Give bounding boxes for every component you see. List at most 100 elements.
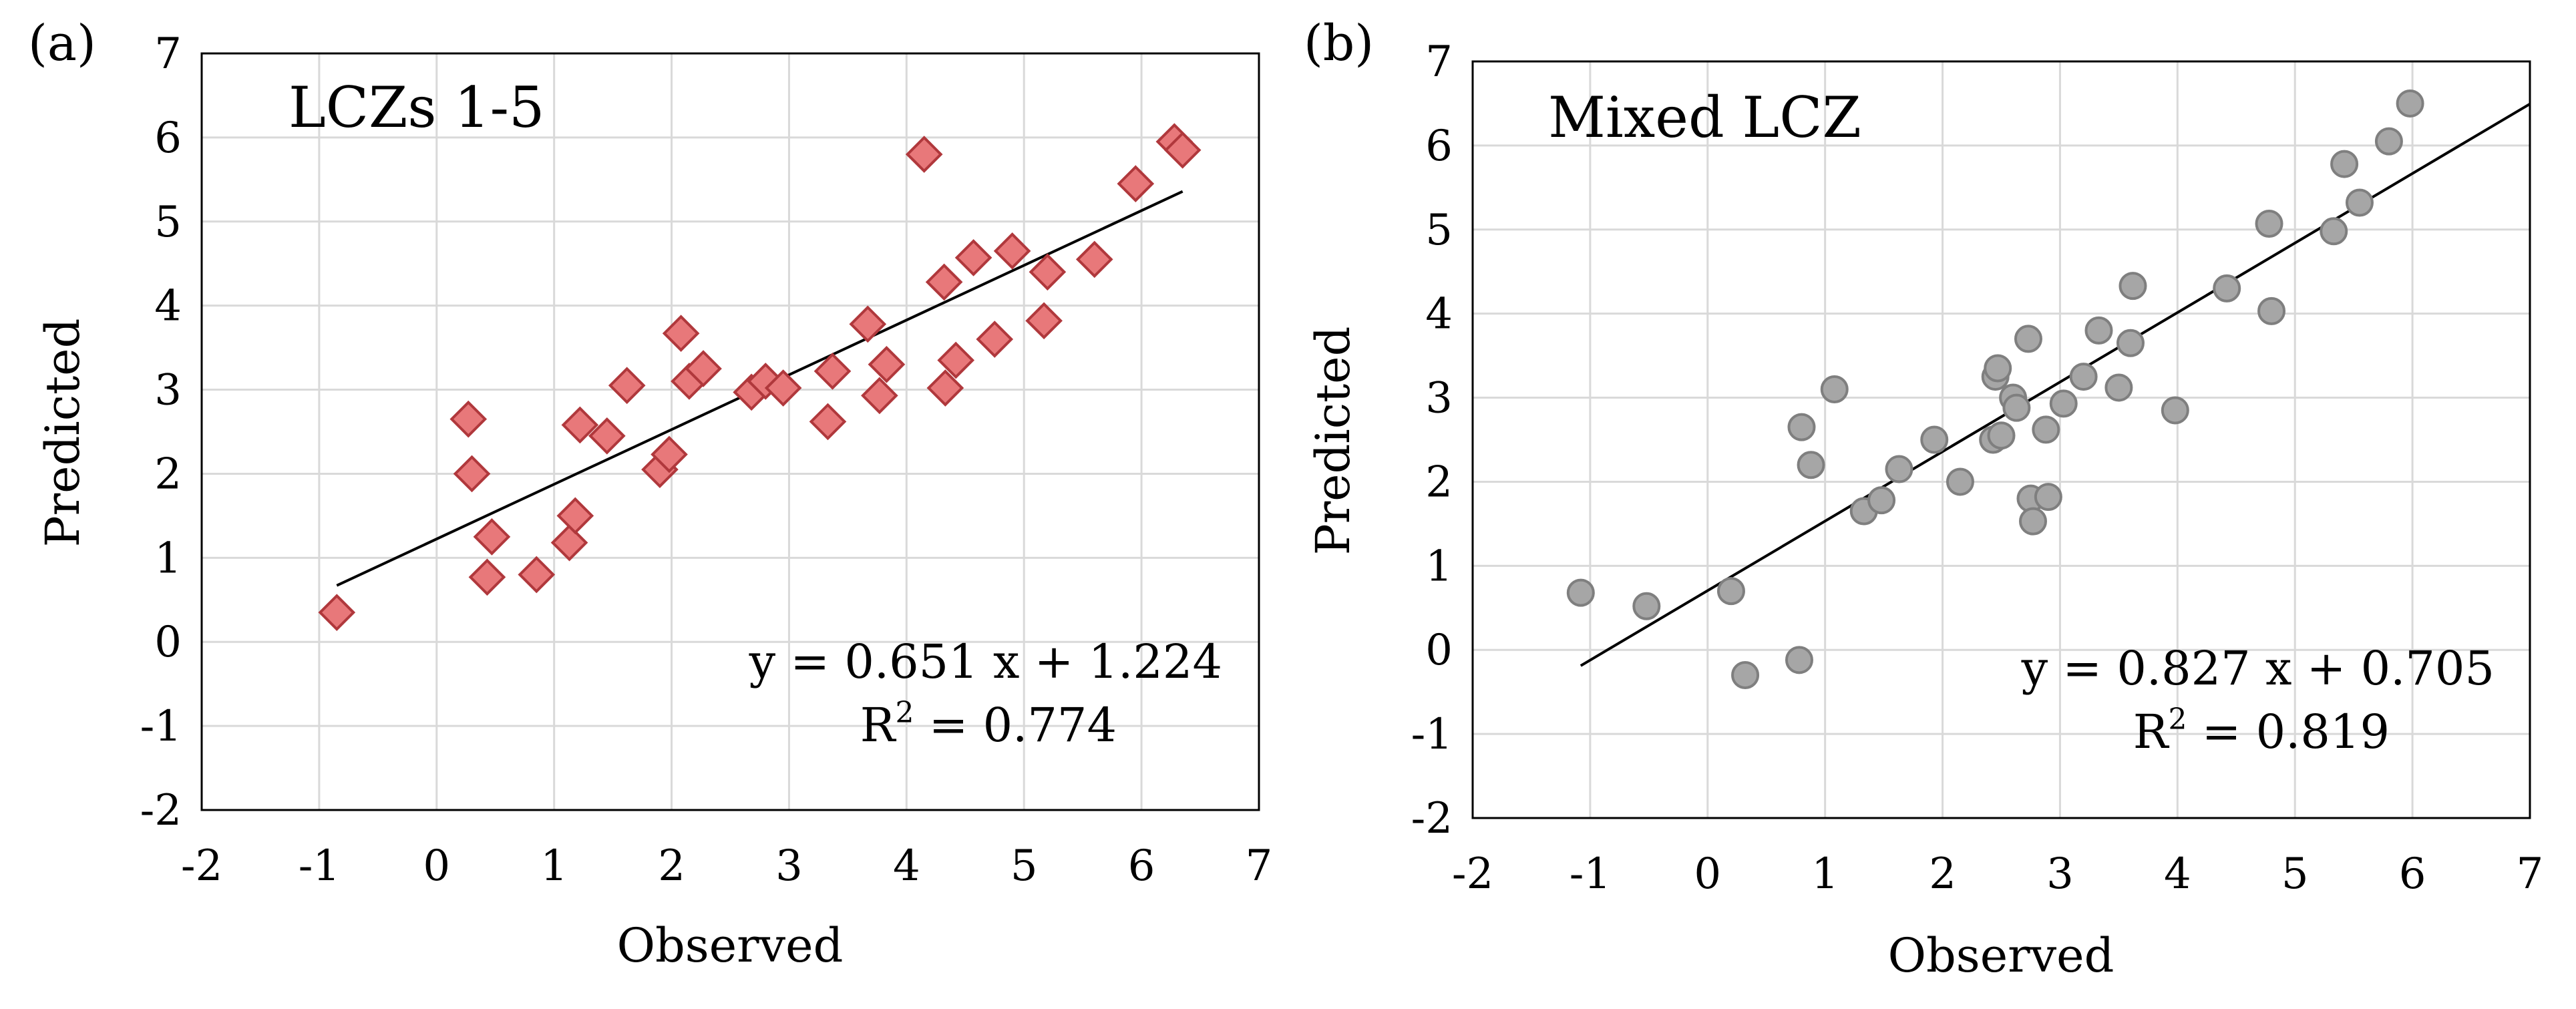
panel-a-y-ticks: -2 -1 0 1 2 3 4 5 6 7	[140, 29, 182, 835]
panel-b-point-27	[2104, 373, 2133, 402]
panel-a-point-15	[685, 350, 722, 387]
panel-b-point-15	[1984, 354, 2012, 383]
panel-a-point-0	[318, 594, 356, 631]
panel-a-x-tick-0: -2	[181, 841, 222, 891]
panel-b-y-tick-9: 7	[1425, 37, 1453, 87]
panel-b-y-tick-7: 5	[1425, 206, 1453, 255]
panel-a-r2-value: = 0.774	[914, 698, 1117, 753]
panel-b-r2-value: = 0.819	[2187, 704, 2390, 759]
panel-b-point-35	[2330, 150, 2359, 178]
panel-b-point-6	[1797, 451, 1825, 479]
panel-b-x-tick-8: 6	[2399, 849, 2426, 899]
panel-a-point-18	[764, 369, 802, 407]
panel-b-x-tick-5: 3	[2046, 849, 2074, 899]
panel-a-point-26	[926, 369, 964, 407]
panel-b-point-18	[2002, 393, 2031, 422]
panel-a-x-tick-2: 0	[423, 841, 450, 891]
panel-a-point-7	[556, 497, 594, 535]
panel-b-point-0	[1566, 578, 1595, 607]
panel-b-y-tick-8: 6	[1425, 122, 1453, 171]
panel-a-title: LCZs 1-5	[289, 75, 545, 140]
panel-a-point-5	[518, 556, 556, 594]
panel-b-point-2	[1716, 577, 1745, 606]
panel-a-y-tick-2: 0	[154, 618, 182, 667]
panel-b-point-10	[1885, 455, 1913, 483]
panel-a-letter: (a)	[28, 15, 96, 72]
panel-b-y-ticks: -2 -1 0 1 2 3 4 5 6 7	[1411, 37, 1453, 843]
panel-a-point-12	[651, 435, 688, 473]
panel-b-point-28	[2116, 329, 2145, 357]
panel-a-point-29	[976, 321, 1014, 358]
panel-a-point-13	[662, 315, 700, 353]
panel-b-point-34	[2320, 217, 2348, 246]
panel-a-point-9	[588, 417, 626, 455]
panel-b-title: Mixed LCZ	[1548, 85, 1861, 150]
panel-b-x-axis-title: Observed	[1888, 928, 2114, 983]
panel-b-point-31	[2213, 274, 2241, 302]
panel-a-x-ticks: -2 -1 0 1 2 3 4 5 6 7	[181, 841, 1273, 891]
panel-a-y-tick-4: 2	[154, 449, 182, 499]
panel-a-x-tick-8: 6	[1128, 841, 1155, 891]
panel-b-point-26	[2084, 316, 2113, 345]
panel-a-point-22	[861, 377, 898, 415]
panel-b-point-23	[2034, 483, 2062, 512]
panel-b-y-tick-5: 3	[1425, 374, 1453, 423]
panel-a-x-tick-6: 4	[893, 841, 920, 891]
panel-b-point-19	[2014, 325, 2042, 353]
panel-a-r2-label: R	[860, 698, 897, 753]
panel-b-r2-sup: 2	[2168, 702, 2187, 737]
panel-a-y-tick-6: 4	[154, 282, 182, 331]
panel-b-letter: (b)	[1304, 15, 1374, 72]
panel-a-point-20	[813, 353, 852, 390]
panel-a-x-tick-9: 7	[1246, 841, 1273, 891]
panel-b-point-9	[1867, 486, 1896, 515]
panel-a-x-tick-5: 3	[775, 841, 803, 891]
panel-b-point-38	[2396, 89, 2424, 118]
panel-a-y-axis-title: Predicted	[35, 319, 90, 548]
panel-b-x-tick-9: 7	[2517, 849, 2544, 899]
panel-b-point-33	[2257, 296, 2286, 325]
panel-b-x-tick-6: 4	[2164, 849, 2191, 899]
panel-a-point-8	[561, 406, 599, 444]
panel-a-point-25	[925, 263, 963, 301]
panel-b-point-11	[1920, 425, 1949, 454]
panel-a-point-23	[868, 345, 906, 383]
panel-b-equation: y = 0.827 x + 0.705	[2021, 641, 2495, 696]
panel-b-point-5	[1787, 413, 1816, 441]
panel-a-equation: y = 0.651 x + 1.224	[749, 634, 1222, 689]
panel-b-y-tick-4: 2	[1425, 457, 1453, 507]
panel-b-point-37	[2374, 127, 2403, 156]
panel-a-y-tick-0: -2	[140, 786, 182, 835]
panel-b-point-21	[2018, 507, 2047, 536]
panel-b-y-tick-2: 0	[1425, 626, 1453, 675]
panel-a-point-21	[849, 305, 887, 343]
panel-a-y-tick-5: 3	[154, 366, 182, 415]
panel-b-points	[1566, 89, 2424, 689]
panel-b-r2-label: R	[2133, 704, 2170, 759]
panel-a: (a) -2 -1 0 1 2 3 4 5 6 7 -2 -1 0 1 2 3 4 5 6 7 LCZs 1-5 y…	[28, 15, 1272, 973]
panel-b-x-tick-0: -2	[1452, 849, 1493, 899]
panel-b-y-tick-3: 1	[1425, 542, 1453, 591]
panel-b-x-ticks: -2 -1 0 1 2 3 4 5 6 7	[1452, 849, 2544, 899]
panel-a-x-tick-1: -1	[299, 841, 340, 891]
panel-b-y-axis-title: Predicted	[1306, 327, 1360, 556]
panel-a-x-tick-7: 5	[1010, 841, 1038, 891]
panel-b-x-tick-3: 1	[1811, 849, 1839, 899]
panel-b-x-tick-1: -1	[1570, 849, 1611, 899]
panel-b-x-tick-7: 5	[2281, 849, 2309, 899]
panel-a-point-28	[954, 239, 992, 276]
panel-a-point-4	[473, 518, 511, 556]
panel-b-point-12	[1946, 467, 1974, 496]
panel-a-point-33	[1075, 240, 1113, 278]
panel-a-grid	[200, 52, 1260, 811]
panel-b-point-7	[1820, 375, 1849, 403]
panel-b-y-tick-6: 4	[1425, 290, 1453, 339]
panel-b-y-tick-0: -2	[1411, 794, 1453, 843]
panel-a-r2-sup: 2	[895, 696, 914, 730]
panel-a-point-36	[1163, 131, 1202, 169]
panel-a-points	[318, 123, 1202, 631]
panel-b-point-36	[2345, 188, 2374, 217]
panel-a-y-tick-7: 5	[154, 198, 182, 247]
